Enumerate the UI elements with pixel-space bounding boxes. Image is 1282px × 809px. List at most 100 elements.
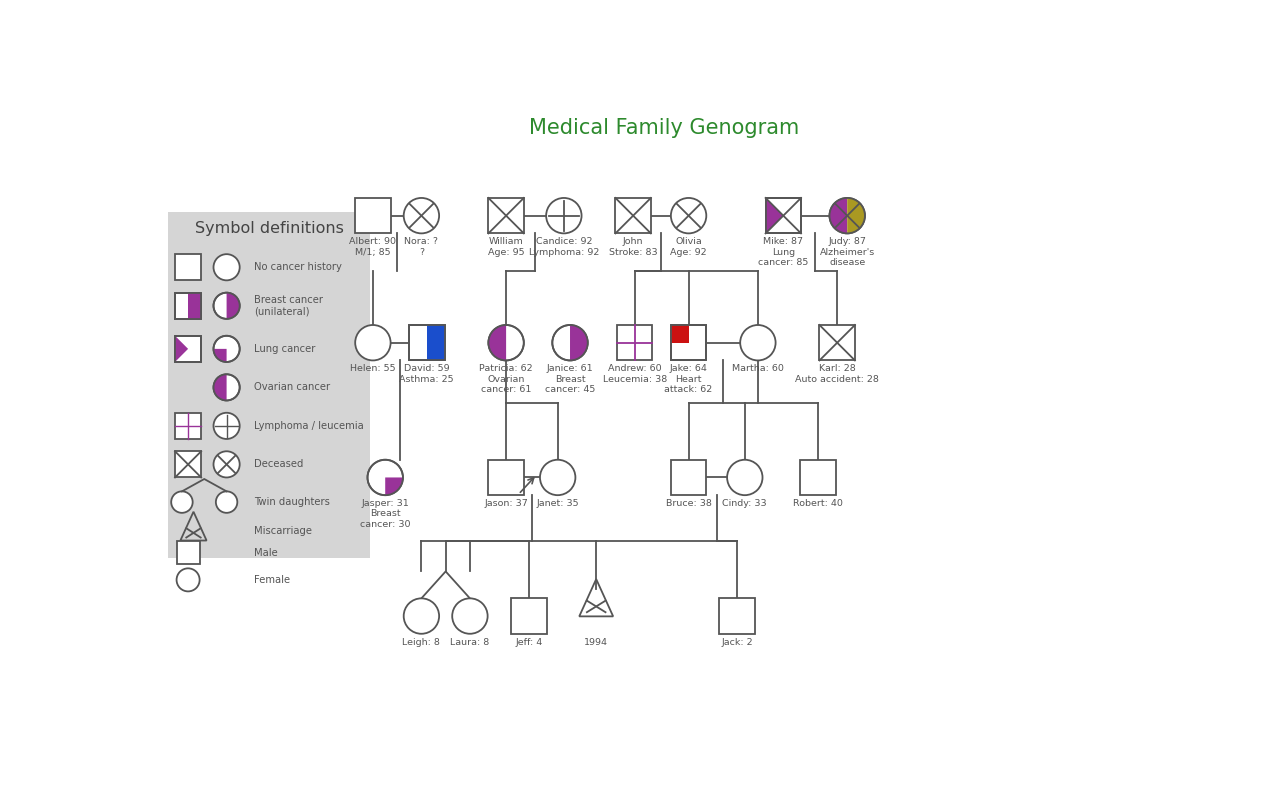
- Text: David: 59
Asthma: 25: David: 59 Asthma: 25: [400, 364, 454, 383]
- Polygon shape: [188, 293, 201, 306]
- Circle shape: [214, 293, 240, 319]
- Wedge shape: [847, 198, 865, 233]
- Text: Helen: 55: Helen: 55: [350, 364, 396, 373]
- Circle shape: [172, 491, 192, 513]
- Text: Jack: 2: Jack: 2: [722, 637, 753, 646]
- Text: Medical Family Genogram: Medical Family Genogram: [529, 118, 799, 138]
- Polygon shape: [670, 325, 688, 343]
- Text: John
Stroke: 83: John Stroke: 83: [609, 237, 658, 256]
- Text: Leigh: 8: Leigh: 8: [403, 637, 440, 646]
- Bar: [176, 451, 201, 477]
- Bar: [488, 460, 524, 495]
- Text: William
Age: 95: William Age: 95: [487, 237, 524, 256]
- Wedge shape: [570, 325, 587, 361]
- Text: Jake: 64
Heart
attack: 62: Jake: 64 Heart attack: 62: [664, 364, 713, 394]
- Text: Male: Male: [254, 548, 278, 558]
- Circle shape: [214, 413, 240, 439]
- Circle shape: [553, 325, 587, 361]
- Circle shape: [488, 325, 524, 361]
- Bar: [176, 336, 201, 362]
- Text: Judy: 87
Alzheimer's
disease: Judy: 87 Alzheimer's disease: [819, 237, 874, 267]
- Circle shape: [355, 325, 391, 361]
- Text: Albert: 90
M/1; 85: Albert: 90 M/1; 85: [350, 237, 396, 256]
- Wedge shape: [227, 293, 240, 319]
- Wedge shape: [488, 325, 506, 361]
- Text: Janet: 35: Janet: 35: [536, 499, 579, 508]
- Circle shape: [540, 460, 576, 495]
- Text: Lymphoma / leucemia: Lymphoma / leucemia: [254, 421, 364, 431]
- Wedge shape: [214, 349, 227, 362]
- Text: Nora: ?
?: Nora: ? ?: [404, 237, 438, 256]
- Text: Jeff: 4: Jeff: 4: [515, 637, 542, 646]
- Bar: [176, 336, 201, 362]
- Bar: [615, 198, 651, 233]
- Bar: [670, 460, 706, 495]
- Polygon shape: [765, 198, 783, 233]
- Text: Laura: 8: Laura: 8: [450, 637, 490, 646]
- Text: Twin daughters: Twin daughters: [254, 497, 331, 507]
- Circle shape: [546, 198, 582, 233]
- Bar: [719, 599, 755, 633]
- Text: Candice: 92
Lymphoma: 92: Candice: 92 Lymphoma: 92: [528, 237, 599, 256]
- Circle shape: [829, 198, 865, 233]
- Circle shape: [214, 336, 240, 362]
- Text: No cancer history: No cancer history: [254, 262, 342, 273]
- Text: Bruce: 38: Bruce: 38: [665, 499, 712, 508]
- Text: Janice: 61
Breast
cancer: 45: Janice: 61 Breast cancer: 45: [545, 364, 595, 394]
- Text: Breast cancer
(unilateral): Breast cancer (unilateral): [254, 295, 323, 316]
- Text: Jasper: 31
Breast
cancer: 30: Jasper: 31 Breast cancer: 30: [360, 499, 410, 529]
- Wedge shape: [829, 198, 847, 233]
- Bar: [765, 198, 801, 233]
- Text: Andrew: 60
Leucemia: 38: Andrew: 60 Leucemia: 38: [603, 364, 667, 383]
- Text: Jason: 37: Jason: 37: [485, 499, 528, 508]
- Circle shape: [670, 198, 706, 233]
- Text: Patricia: 62
Ovarian
cancer: 61: Patricia: 62 Ovarian cancer: 61: [479, 364, 533, 394]
- Bar: [670, 325, 706, 361]
- Bar: [176, 293, 201, 319]
- Text: Symbol definitions: Symbol definitions: [195, 221, 344, 236]
- Bar: [177, 541, 200, 565]
- Bar: [176, 413, 201, 439]
- Polygon shape: [176, 336, 188, 362]
- Circle shape: [404, 599, 440, 633]
- Bar: [800, 460, 836, 495]
- Bar: [670, 325, 706, 361]
- Text: Olivia
Age: 92: Olivia Age: 92: [670, 237, 706, 256]
- Circle shape: [368, 460, 403, 495]
- Bar: [617, 325, 653, 361]
- Text: Robert: 40: Robert: 40: [794, 499, 842, 508]
- Text: Miscarriage: Miscarriage: [254, 527, 313, 536]
- Circle shape: [727, 460, 763, 495]
- Bar: [409, 325, 445, 361]
- Polygon shape: [427, 325, 445, 361]
- Circle shape: [177, 569, 200, 591]
- Bar: [355, 198, 391, 233]
- Bar: [488, 198, 524, 233]
- Bar: [765, 198, 801, 233]
- Text: Mike: 87
Lung
cancer: 85: Mike: 87 Lung cancer: 85: [758, 237, 809, 267]
- Wedge shape: [214, 375, 227, 400]
- Circle shape: [214, 375, 240, 400]
- Text: Karl: 28
Auto accident: 28: Karl: 28 Auto accident: 28: [795, 364, 879, 383]
- Bar: [176, 293, 201, 319]
- Text: 1994: 1994: [585, 637, 608, 646]
- Polygon shape: [188, 306, 201, 319]
- Circle shape: [214, 451, 240, 477]
- Text: Martha: 60: Martha: 60: [732, 364, 783, 373]
- Text: Ovarian cancer: Ovarian cancer: [254, 383, 331, 392]
- Bar: [168, 212, 369, 558]
- Circle shape: [453, 599, 487, 633]
- Circle shape: [215, 491, 237, 513]
- Text: Deceased: Deceased: [254, 460, 304, 469]
- Circle shape: [214, 254, 240, 281]
- Text: Lung cancer: Lung cancer: [254, 344, 315, 354]
- Bar: [409, 325, 445, 361]
- Text: Cindy: 33: Cindy: 33: [723, 499, 767, 508]
- Bar: [176, 254, 201, 281]
- Circle shape: [404, 198, 440, 233]
- Wedge shape: [385, 477, 403, 495]
- Text: Female: Female: [254, 575, 291, 585]
- Bar: [512, 599, 547, 633]
- Bar: [819, 325, 855, 361]
- Circle shape: [740, 325, 776, 361]
